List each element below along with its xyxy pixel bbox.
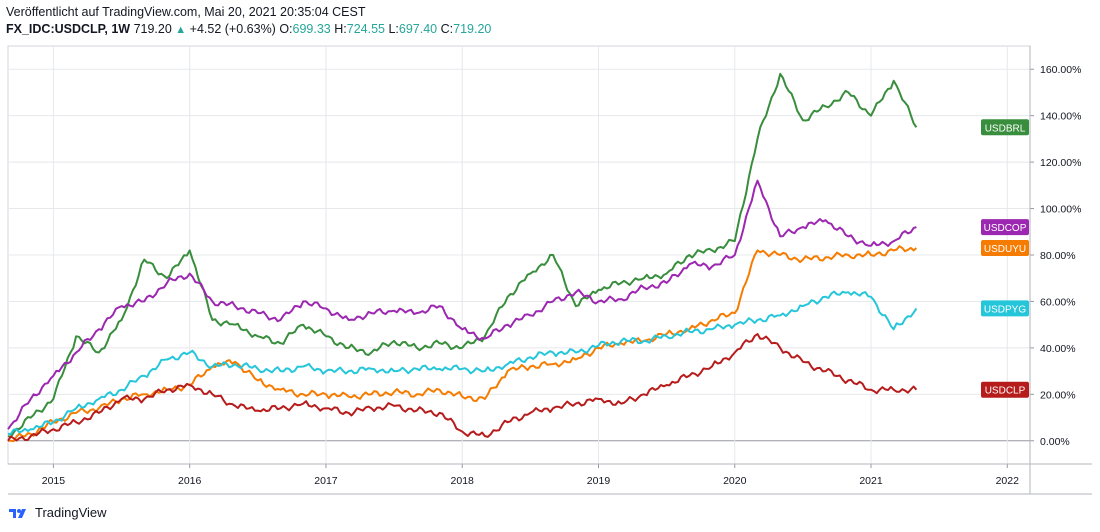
tradingview-logo-icon xyxy=(9,508,26,518)
high-label: H: xyxy=(334,22,347,36)
x-tick-label: 2022 xyxy=(996,475,1020,487)
y-tick-label: 160.00% xyxy=(1040,64,1081,76)
series-label-usdbrl[interactable]: USDBRL xyxy=(981,119,1029,136)
y-tick-label: 0.00% xyxy=(1040,436,1070,448)
y-tick-label: 80.00% xyxy=(1040,250,1076,262)
series-label-text: USDBRL xyxy=(985,123,1026,134)
series-label-text: USDUYU xyxy=(984,244,1026,255)
y-tick-label: 60.00% xyxy=(1040,296,1076,308)
series-line-usdbrl[interactable] xyxy=(7,72,918,438)
x-tick-label: 2019 xyxy=(587,475,611,487)
close-label: C: xyxy=(440,22,454,36)
series-label-text: USDPYG xyxy=(984,304,1026,315)
y-tick-label: 100.00% xyxy=(1040,204,1081,216)
y-tick-label: 140.00% xyxy=(1040,111,1081,123)
up-arrow-icon: ▲ xyxy=(175,24,187,36)
y-tick-label: 40.00% xyxy=(1040,343,1076,355)
last-price: 719.20 xyxy=(133,22,172,36)
series-label-bg xyxy=(981,300,1029,317)
footer-branding: TradingView xyxy=(8,505,107,520)
tradingview-brand[interactable]: TradingView xyxy=(35,505,107,520)
open-label: O: xyxy=(279,22,293,36)
series-label-text: USDCOP xyxy=(984,223,1027,234)
x-tick-label: 2017 xyxy=(314,475,338,487)
series-label-text: USDCLP xyxy=(985,386,1026,397)
x-tick-label: 2015 xyxy=(42,475,66,487)
series-line-usdclp[interactable] xyxy=(7,333,918,442)
series-label-usdclp[interactable]: USDCLP xyxy=(981,381,1029,398)
low-value: 697.40 xyxy=(398,22,438,36)
low-label: L: xyxy=(388,22,399,36)
y-tick-label: 120.00% xyxy=(1040,157,1081,169)
price-change: +4.52 (+0.63%) xyxy=(189,22,276,36)
y-tick-label: 20.00% xyxy=(1040,389,1076,401)
symbol-label[interactable]: FX_IDC:USDCLP, 1W xyxy=(6,22,131,36)
chart-header: Veröffentlicht auf TradingView.com, Mai … xyxy=(6,4,491,39)
x-tick-label: 2021 xyxy=(859,475,883,487)
x-tick-label: 2016 xyxy=(178,475,202,487)
series-label-bg xyxy=(981,219,1029,236)
open-value: 699.33 xyxy=(292,22,331,36)
series-label-usduyu[interactable]: USDUYU xyxy=(981,240,1029,257)
close-value: 719.20 xyxy=(453,22,492,36)
ohlc-legend: FX_IDC:USDCLP, 1W 719.20 ▲ +4.52 (+0.63%… xyxy=(6,21,491,39)
series-line-usduyu[interactable] xyxy=(8,245,918,443)
series-label-usdcop[interactable]: USDCOP xyxy=(981,219,1029,236)
series-label-usdpyg[interactable]: USDPYG xyxy=(981,300,1029,317)
x-tick-label: 2018 xyxy=(451,475,475,487)
series-label-bg xyxy=(981,381,1029,398)
series-label-bg xyxy=(981,240,1029,257)
high-value: 724.55 xyxy=(346,22,385,36)
published-info: Veröffentlicht auf TradingView.com, Mai … xyxy=(6,5,366,19)
series-label-bg xyxy=(981,119,1029,136)
series-line-usdcop[interactable] xyxy=(7,179,917,430)
x-tick-label: 2020 xyxy=(723,475,747,487)
series-line-usdpyg[interactable] xyxy=(7,290,918,436)
